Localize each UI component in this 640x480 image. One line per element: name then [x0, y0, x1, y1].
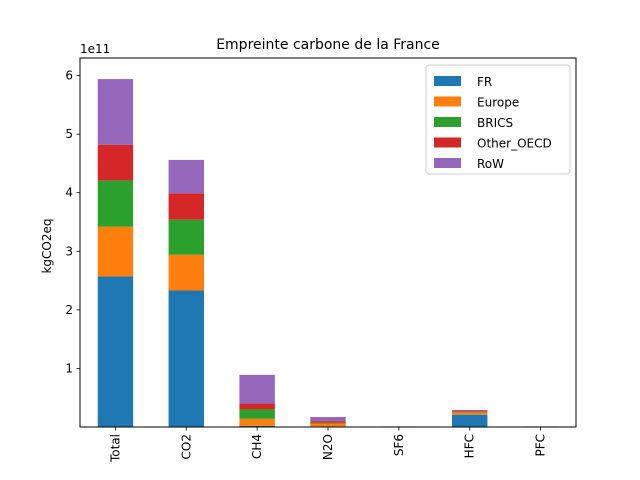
y-tick-label: 2 [65, 303, 73, 317]
x-tick-label: Total [108, 434, 122, 463]
legend-swatch [434, 96, 461, 107]
bar-hfc-brics [452, 411, 488, 413]
bar-ch4-europe [239, 418, 275, 426]
bar-hfc-row [452, 410, 488, 411]
legend-box [425, 64, 571, 175]
legend-swatch [434, 117, 461, 127]
bar-hfc-europe [452, 412, 488, 415]
bar-total-europe [97, 226, 134, 277]
y-tick-label: 3 [65, 244, 73, 258]
bar-total-row [97, 79, 134, 145]
x-tick-label: HFC [463, 434, 477, 458]
legend-label: Other_OECD [477, 137, 552, 151]
y-tick-label: 4 [65, 186, 73, 200]
bar-ch4-other-oecd [239, 403, 275, 410]
bar-n2o-row [310, 417, 346, 422]
bar-n2o-brics [310, 422, 346, 424]
bars-group [97, 79, 559, 427]
x-tick-label: SF6 [392, 434, 406, 456]
bar-co2-fr [168, 290, 204, 427]
x-tick-label: PFC [534, 434, 548, 457]
legend-swatch [434, 76, 461, 86]
bar-total-fr [97, 276, 134, 427]
bar-ch4-row [239, 374, 275, 404]
chart-title: Empreinte carbone de la France [216, 37, 440, 53]
plot-frame [79, 57, 577, 428]
legend-label: Europe [477, 96, 519, 110]
y-tick-label: 1 [65, 361, 73, 375]
y-tick-label: 5 [65, 127, 73, 141]
y-axis-label: kgCO2eq [40, 218, 54, 273]
x-tick-label: N2O [321, 434, 335, 460]
legend-swatch [434, 137, 461, 148]
x-tick-label: CH4 [250, 434, 264, 459]
bar-co2-europe [168, 254, 204, 291]
legend: FR Europe BRICS Other_OECD RoW [425, 64, 571, 175]
bar-ch4-fr [239, 425, 275, 427]
bar-hfc-other-oecd [452, 410, 488, 412]
bar-n2o-europe [310, 423, 346, 427]
bar-ch4-brics [239, 409, 275, 419]
bar-co2-row [168, 159, 204, 194]
bar-total-brics [97, 180, 134, 227]
y-axis: 1 2 3 4 5 6 [65, 69, 80, 375]
legend-label: BRICS [477, 116, 513, 130]
bar-hfc-fr [452, 414, 488, 427]
bar-total-other-oecd [97, 144, 134, 181]
bar-n2o-other-oecd [310, 421, 346, 423]
y-tick-label: 6 [65, 69, 73, 83]
legend-swatch [434, 158, 461, 168]
x-axis: Total CO2 CH4 N2O SF6 HFC PFC [108, 427, 548, 463]
y-offset-label: 1e11 [80, 42, 110, 56]
bar-co2-brics [168, 219, 204, 255]
x-tick-label: CO2 [179, 434, 193, 459]
bar-co2-other-oecd [168, 193, 204, 220]
legend-label: RoW [477, 157, 504, 171]
legend-label: FR [477, 75, 492, 89]
